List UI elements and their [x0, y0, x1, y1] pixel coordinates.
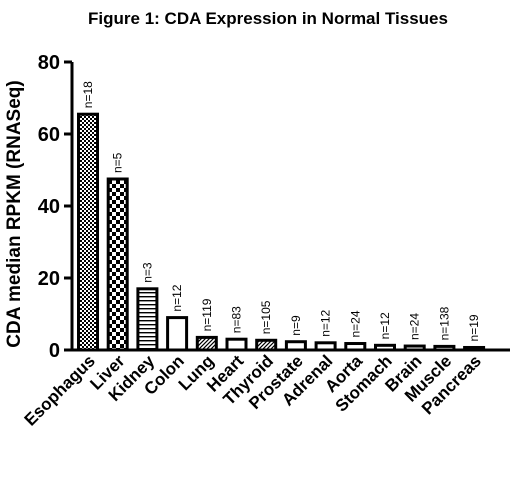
bar-annotation: n=119 — [200, 298, 214, 331]
bar-aorta — [344, 342, 367, 352]
bar-annotation: n=9 — [289, 315, 303, 336]
bar-adrenal — [314, 341, 337, 352]
bar-prostate — [284, 340, 307, 352]
bar-annotation: n=3 — [140, 262, 154, 283]
bar-annotation: n=12 — [319, 309, 333, 336]
x-tick-labels: EsophagusLiverKidneyColonLungHeartThyroi… — [21, 351, 485, 430]
bar-lung — [195, 335, 218, 352]
bar-annotation: n=12 — [378, 312, 392, 339]
bar-annotations: n=18 n=5 n=3 n=12 n=119 n=83 n=105 n=9 n=12 n=24 n… — [81, 81, 481, 342]
bar-muscle — [433, 344, 456, 352]
bar-annotation: n=24 — [348, 310, 362, 337]
bars — [77, 112, 486, 352]
bar-annotation: n=18 — [81, 81, 95, 108]
bar-colon — [166, 316, 189, 352]
bar-annotation: n=5 — [111, 152, 125, 173]
y-tick-label: 80 — [38, 52, 60, 74]
bar-brain — [403, 344, 426, 352]
y-tick-label: 0 — [49, 340, 60, 362]
bar-annotation: n=105 — [259, 300, 273, 334]
bar-kidney — [136, 287, 159, 352]
x-tick-label: Esophagus — [21, 351, 99, 429]
chart-title: Figure 1: CDA Expression in Normal Tissu… — [88, 9, 448, 28]
bar-stomach — [374, 343, 396, 352]
bar-liver — [106, 177, 129, 352]
bar-annotation: n=24 — [408, 313, 422, 340]
bar-pancreas — [463, 345, 486, 352]
bar-annotation: n=12 — [170, 284, 184, 311]
bar-esophagus — [77, 112, 99, 352]
bar-heart — [225, 337, 248, 352]
bar-annotation: n=19 — [467, 314, 481, 341]
bar-annotation: n=83 — [230, 306, 244, 333]
bar-annotation: n=138 — [437, 306, 451, 340]
y-tick-label: 40 — [38, 196, 60, 218]
y-tick-label: 20 — [38, 268, 60, 290]
y-axis-label: CDA median RPKM (RNASeq) — [4, 80, 25, 347]
y-tick-label: 60 — [38, 124, 60, 146]
y-tick-labels: 0 20 40 60 80 — [38, 52, 60, 362]
bar-thyroid — [255, 338, 278, 352]
